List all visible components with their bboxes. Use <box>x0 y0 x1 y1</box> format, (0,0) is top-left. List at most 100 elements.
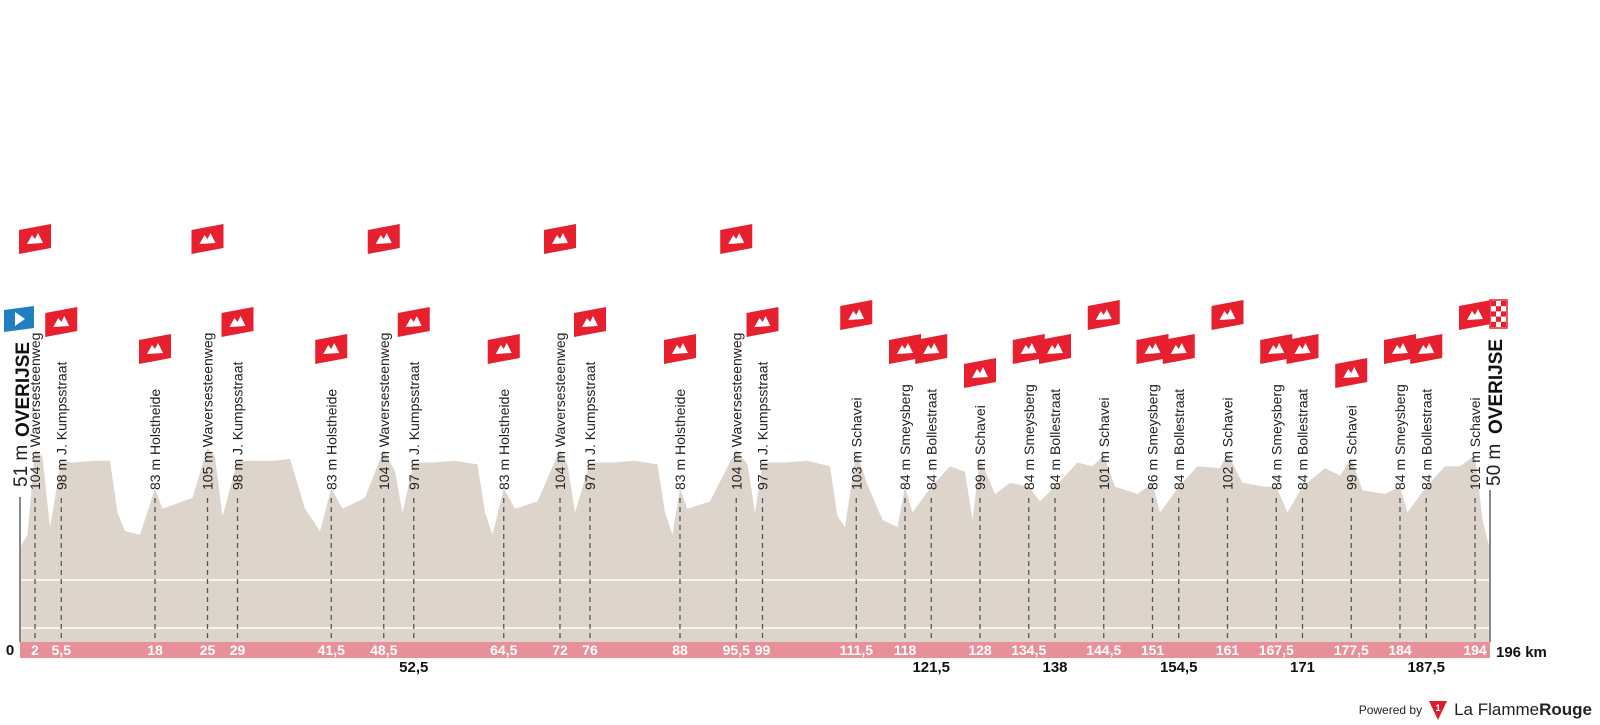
climb-km-label: 2 <box>31 642 39 658</box>
climb-marker: 86 m Smeysberg 151 <box>1136 334 1169 658</box>
flag-mountain <box>923 343 940 354</box>
mountain-flag-icon <box>574 307 606 337</box>
finish-flag-check <box>1501 321 1506 327</box>
flag-mountain <box>672 343 688 354</box>
flag-mountain <box>229 316 246 327</box>
finish-elevation-label: 50 m <box>1484 444 1505 486</box>
climb-label: 97 m J. Kumpsstraat <box>582 362 598 490</box>
climb-km-label: 161 <box>1216 642 1240 658</box>
mountain-flag-icon <box>664 334 696 364</box>
climb-km-label: 171 <box>1290 659 1315 676</box>
mountain-flag-icon <box>746 307 779 337</box>
flag-mountain <box>728 233 745 244</box>
climb-marker: 84 m Bollestraat 171 <box>1286 334 1319 676</box>
flag-mountain <box>375 233 392 244</box>
flag-mountain <box>1170 343 1187 354</box>
mountain-flag-icon <box>315 334 348 364</box>
climb-km-label: 194 <box>1463 642 1487 658</box>
flag-mountain <box>1268 343 1285 354</box>
km-zero-label: 0 <box>6 642 14 659</box>
climb-label: 97 m J. Kumpsstraat <box>755 362 771 490</box>
flag-mountain <box>147 343 163 354</box>
climb-marker: 84 m Bollestraat 154,5 <box>1160 334 1198 676</box>
climb-km-label: 95,5 <box>723 642 750 658</box>
flag-mountain <box>1219 309 1236 320</box>
climb-km-label: 41,5 <box>318 642 345 658</box>
finish-town-name: OVERIJSE <box>1486 339 1507 434</box>
mountain-flag-icon <box>1136 334 1169 364</box>
climb-km-label: 177,5 <box>1334 642 1369 658</box>
climb-label: 105 m Waversesteenweg <box>200 333 216 490</box>
climb-marker: 97 m J. Kumpsstraat 99 <box>746 307 779 658</box>
flag-mountain <box>1047 343 1063 354</box>
flag-mountain <box>754 316 771 327</box>
climb-label: 83 m Holstheide <box>496 389 512 490</box>
climb-km-label: 99 <box>755 642 771 658</box>
flag-mountain <box>1392 343 1408 354</box>
climb-km-label: 154,5 <box>1160 659 1198 676</box>
climb-label: 99 m Schavei <box>1343 405 1359 490</box>
flag-mountain <box>1418 343 1435 354</box>
climb-marker: 83 m Holstheide 18 <box>139 334 171 658</box>
mountain-flag-icon <box>1211 300 1244 330</box>
climb-marker: 84 m Smeysberg 184 <box>1384 334 1416 658</box>
climb-label: 84 m Smeysberg <box>1392 384 1408 490</box>
climb-label: 83 m Holstheide <box>147 389 163 490</box>
mountain-flag-icon <box>1410 334 1443 364</box>
flag-mountain <box>897 343 913 354</box>
mountain-flag-icon <box>544 224 576 254</box>
climb-label: 84 m Bollestraat <box>1295 389 1311 490</box>
mountain-flag-icon <box>889 334 921 364</box>
km-bar: 0 196 km <box>6 642 1547 661</box>
mountain-flag-icon <box>1162 334 1195 364</box>
climb-marker: 103 m Schavei 111,5 <box>840 300 873 658</box>
climb-marker: 83 m Holstheide 41,5 <box>315 334 348 658</box>
start-flag-arrow <box>15 312 25 326</box>
climb-marker: 83 m Holstheide 64,5 <box>487 334 520 658</box>
flag-mountain <box>1095 309 1112 320</box>
mountain-flag-icon <box>1384 334 1416 364</box>
climb-km-label: 72 <box>552 642 568 658</box>
mountain-flag-icon <box>1335 358 1368 388</box>
climb-marker: 84 m Smeysberg 118 <box>889 334 921 658</box>
start-elevation-label: 51 m <box>11 445 32 487</box>
mountain-flag-icon <box>1459 300 1491 330</box>
climb-label: 84 m Bollestraat <box>1418 389 1434 490</box>
climb-label: 83 m Holstheide <box>323 389 339 490</box>
climb-marker: 105 m Waversesteenweg 25 <box>191 224 224 658</box>
mountain-flag-icon <box>367 224 400 254</box>
climb-label: 104 m Waversesteenweg <box>728 333 744 490</box>
elevation-profile <box>20 447 1490 642</box>
powered-by-label: Powered by <box>1358 703 1423 717</box>
flag-mountain <box>1020 343 1037 354</box>
start-marker: OVERIJSE 51 m <box>4 306 34 487</box>
grid-lines <box>19 490 1491 642</box>
flag-mountain <box>1343 367 1360 378</box>
flag-mountain <box>1467 309 1483 320</box>
flag-mountain <box>1144 343 1161 354</box>
climb-label: 98 m J. Kumpsstraat <box>53 362 69 490</box>
climb-label: 104 m Waversesteenweg <box>27 333 43 490</box>
climb-label: 84 m Bollestraat <box>923 389 939 490</box>
finish-flag-check <box>1491 301 1496 307</box>
climb-label: 98 m J. Kumpsstraat <box>230 362 246 490</box>
finish-flag-check <box>1501 311 1506 317</box>
profile-area <box>20 447 1490 642</box>
climb-km-label: 25 <box>200 642 216 658</box>
mountain-flag-icon <box>720 224 753 254</box>
mountain-flag-icon <box>915 334 948 364</box>
climb-label: 84 m Bollestraat <box>1047 389 1063 490</box>
climb-label: 84 m Smeysberg <box>897 384 913 490</box>
climb-marker: 84 m Smeysberg 167,5 <box>1259 334 1294 658</box>
climb-label: 83 m Holstheide <box>672 389 688 490</box>
climb-km-label: 138 <box>1042 659 1067 676</box>
finish-flag-check <box>1491 311 1496 317</box>
brand-name: La FlammeRouge <box>1454 700 1592 720</box>
flag-mountain <box>323 343 340 354</box>
finish-flag-check <box>1496 316 1501 322</box>
flag-mountain <box>27 233 43 244</box>
climb-marker: 99 m Schavei 128 <box>964 358 996 658</box>
climb-marker: 99 m Schavei 177,5 <box>1334 358 1369 658</box>
climb-km-label: 48,5 <box>370 642 397 658</box>
